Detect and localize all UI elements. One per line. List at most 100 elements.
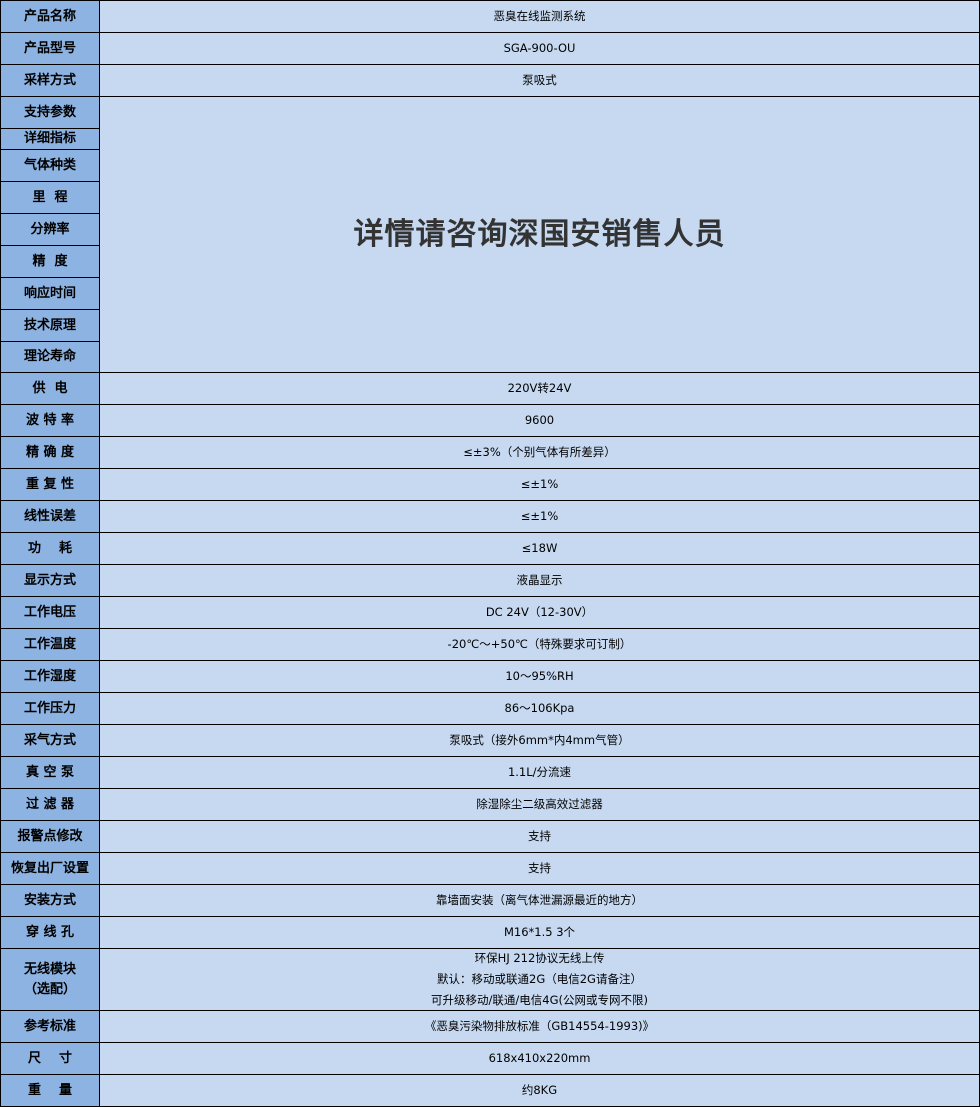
spec-value-line: 支持 [528,829,551,843]
spec-label: 显示方式 [0,565,100,597]
spec-value: 靠墙面安装（离气体泄漏源最近的地方） [99,885,980,917]
spec-label: 工作压力 [0,693,100,725]
spec-label: 安装方式 [0,885,100,917]
spec-value: 《恶臭污染物排放标准（GB14554-1993)》 [99,1011,980,1043]
spec-value-line: ≤18W [521,541,558,555]
spec-label: 响应时间 [0,278,100,310]
spec-label: 恢复出厂设置 [0,853,100,885]
spec-label: 分辨率 [0,214,100,246]
spec-value-line: 环保HJ 212协议无线上传 [474,951,605,965]
spec-label: 报警点修改 [0,821,100,853]
spec-value-line: 220V转24V [507,381,572,395]
spec-value-line: 《恶臭污染物排放标准（GB14554-1993)》 [424,1019,655,1033]
spec-value: 支持 [99,853,980,885]
spec-value-line: DC 24V（12-30V） [485,605,594,619]
spec-value: 除湿除尘二级高效过滤器 [99,789,980,821]
spec-value-line: 默认：移动或联通2G（电信2G请备注） [437,972,642,986]
spec-label: 采气方式 [0,725,100,757]
spec-row: 重 复 性 ≤±1% [0,469,980,501]
spec-value-line: 9600 [524,413,555,427]
spec-label: 重 量 [0,1075,100,1107]
spec-value-line: 支持 [528,861,551,875]
spec-row: 工作湿度 10～95%RH [0,661,980,693]
spec-label: 产品名称 [0,0,100,33]
spec-row: 过 滤 器 除湿除尘二级高效过滤器 [0,789,980,821]
spec-row: 工作温度 -20℃～+50℃（特殊要求可订制） [0,629,980,661]
spec-label: 无线模块 （选配） [0,949,100,1011]
spec-row: 线性误差 ≤±1% [0,501,980,533]
spec-value-line: ≤±1% [520,509,559,523]
spec-value-line: ≤±1% [520,477,559,491]
spec-label: 参考标准 [0,1011,100,1043]
spec-value: ≤±3%（个别气体有所差异） [99,437,980,469]
spec-row: 重 量 约8KG [0,1075,980,1107]
spec-value: 220V转24V [99,373,980,405]
spec-label: 理论寿命 [0,342,100,373]
spec-label: 精 度 [0,246,100,278]
spec-label: 真 空 泵 [0,757,100,789]
spec-label: 精 确 度 [0,437,100,469]
spec-value-line: 86～106Kpa [504,701,575,715]
spec-value: 618x410x220mm [99,1043,980,1075]
spec-label: 采样方式 [0,65,100,97]
spec-value: SGA-900-OU [99,33,980,65]
spec-label: 气体种类 [0,150,100,182]
spec-value: ≤±1% [99,469,980,501]
spec-value: 1.1L/分流速 [99,757,980,789]
spec-row: 产品型号 SGA-900-OU [0,33,980,65]
spec-value: 支持 [99,821,980,853]
spec-row: 参考标准 《恶臭污染物排放标准（GB14554-1993)》 [0,1011,980,1043]
spec-row: 穿 线 孔 M16*1.5 3个 [0,917,980,949]
spec-value-line: ≤±3%（个别气体有所差异） [463,445,616,459]
spec-row: 波 特 率 9600 [0,405,980,437]
spec-value-line: 可升级移动/联通/电信4G(公网或专网不限) [431,993,648,1007]
spec-row: 供 电 220V转24V [0,373,980,405]
spec-label: 技术原理 [0,310,100,342]
spec-value: 液晶显示 [99,565,980,597]
spec-label: 工作电压 [0,597,100,629]
spec-row: 工作压力 86～106Kpa [0,693,980,725]
spec-value-line: 除湿除尘二级高效过滤器 [476,797,603,811]
spec-value: ≤±1% [99,501,980,533]
spec-value: 泵吸式 [99,65,980,97]
spec-label: 穿 线 孔 [0,917,100,949]
spec-label: 详细指标 [0,129,100,150]
spec-row: 采气方式 泵吸式（接外6mm*内4mm气管） [0,725,980,757]
spec-row: 真 空 泵 1.1L/分流速 [0,757,980,789]
spec-label: 支持参数 [0,97,100,129]
spec-row: 安装方式 靠墙面安装（离气体泄漏源最近的地方） [0,885,980,917]
spec-value-line: 618x410x220mm [488,1051,591,1065]
spec-label: 供 电 [0,373,100,405]
spec-row: 恢复出厂设置 支持 [0,853,980,885]
spec-value-line: 约8KG [521,1083,558,1097]
spec-value-line: M16*1.5 3个 [503,925,576,939]
contact-sales-note: 详情请咨询深国安销售人员 [353,217,726,252]
spec-value-line: SGA-900-OU [503,41,576,55]
spec-label: 功 耗 [0,533,100,565]
spec-value: 泵吸式（接外6mm*内4mm气管） [99,725,980,757]
spec-value-line: 10～95%RH [505,669,574,683]
spec-row: 无线模块 （选配） 环保HJ 212协议无线上传默认：移动或联通2G（电信2G请备… [0,949,980,1011]
spec-label: 工作湿度 [0,661,100,693]
spec-row: 精 确 度 ≤±3%（个别气体有所差异） [0,437,980,469]
spec-row: 工作电压 DC 24V（12-30V） [0,597,980,629]
spec-value: 9600 [99,405,980,437]
spec-value-line: 泵吸式（接外6mm*内4mm气管） [449,733,630,747]
spec-row: 采样方式 泵吸式 [0,65,980,97]
spec-label: 工作温度 [0,629,100,661]
spec-label: 线性误差 [0,501,100,533]
merged-value-cell: 详情请咨询深国安销售人员 [99,97,980,373]
spec-value-line: 液晶显示 [516,573,563,587]
spec-label: 重 复 性 [0,469,100,501]
spec-value: 10～95%RH [99,661,980,693]
spec-value: M16*1.5 3个 [99,917,980,949]
spec-row: 功 耗 ≤18W [0,533,980,565]
spec-label: 过 滤 器 [0,789,100,821]
spec-value: 86～106Kpa [99,693,980,725]
spec-label: 产品型号 [0,33,100,65]
spec-value: 恶臭在线监测系统 [99,0,980,33]
spec-value: DC 24V（12-30V） [99,597,980,629]
spec-row: 报警点修改 支持 [0,821,980,853]
spec-value-line: 1.1L/分流速 [507,765,572,779]
